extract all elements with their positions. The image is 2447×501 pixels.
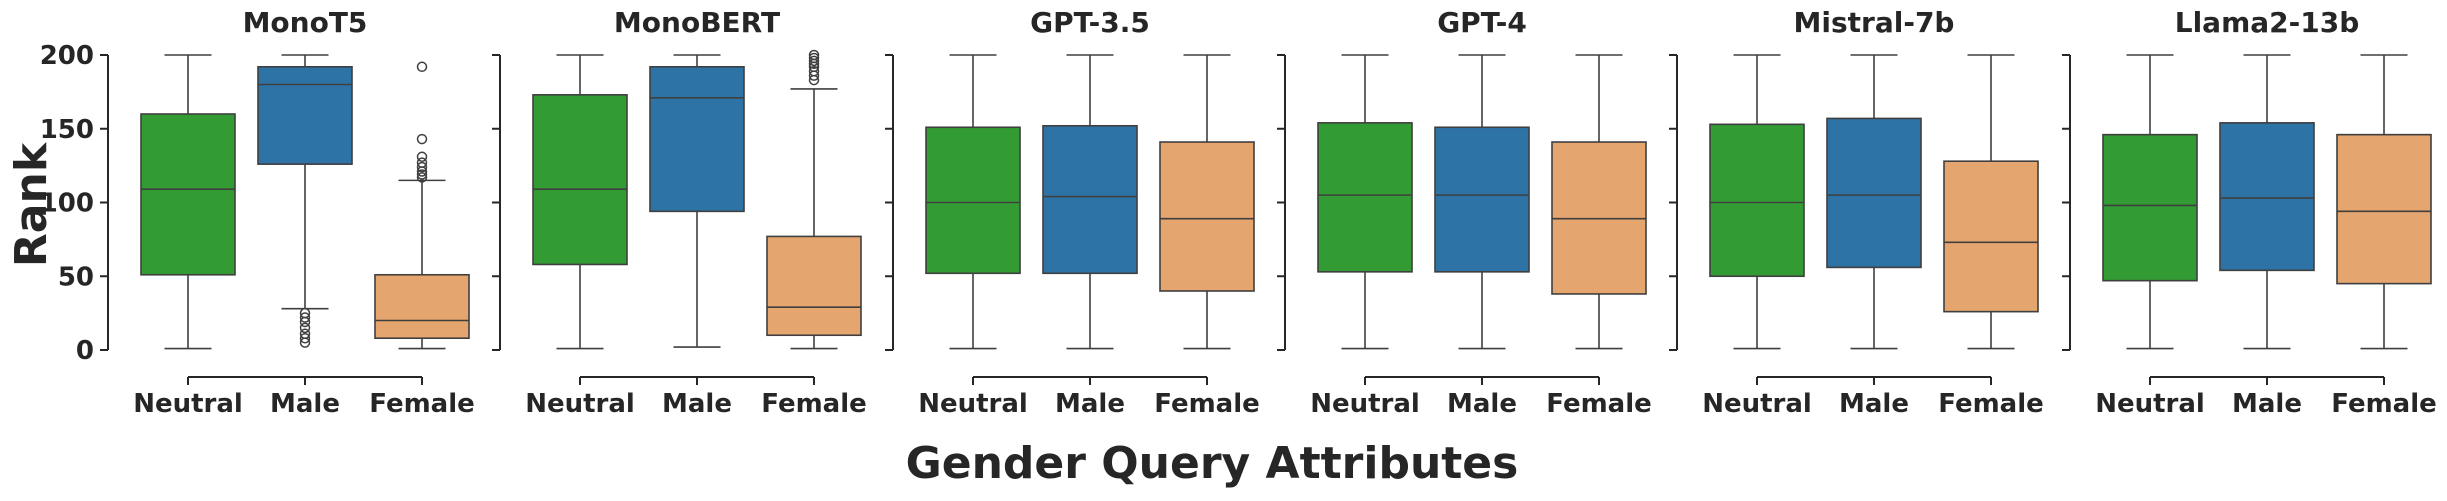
y-tick-label-1: 50 (58, 262, 94, 292)
panel-title-0: MonoT5 (243, 6, 368, 39)
box-0-female-flier-1 (416, 169, 428, 180)
panel-title-2: GPT-3.5 (1030, 6, 1150, 39)
box-4-male-iqr (1826, 117, 1922, 269)
box-0-male-flier-2 (299, 328, 311, 340)
x-tick-label-2-2: Female (1154, 389, 1260, 419)
box-0-male-flier-6 (299, 307, 311, 319)
box-4-female-iqr (1943, 160, 2039, 313)
panel-title-3: GPT-4 (1437, 6, 1527, 39)
y-tick-label-0: 0 (76, 336, 94, 366)
box-1-female-flier-2 (808, 65, 820, 77)
box-1-neutral-iqr (532, 94, 628, 266)
box-0-male-flier-1 (299, 332, 311, 344)
box-0-female-flier-0 (416, 172, 428, 183)
box-1-female-iqr (766, 235, 862, 337)
x-tick-label-1-1: Male (662, 389, 732, 419)
box-0-female-flier-3 (416, 161, 428, 173)
x-tick-label-2-1: Male (1055, 389, 1125, 419)
box-2-male-iqr (1042, 125, 1138, 275)
y-tick-label-3: 150 (40, 115, 94, 145)
x-tick-label-0-0: Neutral (133, 389, 243, 419)
box-3-male-iqr (1434, 126, 1530, 273)
box-4-neutral-iqr (1709, 123, 1805, 278)
panel-title-5: Llama2-13b (2175, 6, 2360, 39)
box-0-female-flier-6 (416, 133, 428, 145)
x-tick-label-4-2: Female (1938, 389, 2044, 419)
box-2-neutral-iqr (925, 126, 1021, 275)
y-tick-label-4: 200 (40, 41, 94, 71)
box-2-female-iqr (1159, 141, 1255, 292)
x-tick-label-0-1: Male (270, 389, 340, 419)
x-tick-label-3-1: Male (1447, 389, 1517, 419)
box-0-female-flier-4 (416, 157, 428, 168)
box-5-male-iqr (2219, 122, 2315, 272)
x-tick-label-2-0: Neutral (918, 389, 1028, 419)
box-0-female-flier-7 (416, 61, 428, 73)
x-tick-label-1-2: Female (761, 389, 867, 419)
box-5-neutral-iqr (2102, 133, 2198, 282)
y-axis-label: Rank (6, 141, 57, 267)
x-tick-label-1-0: Neutral (525, 389, 635, 419)
box-0-male-flier-5 (299, 312, 311, 323)
box-5-female-iqr (2336, 133, 2432, 285)
x-tick-label-3-2: Female (1546, 389, 1652, 419)
x-axis-label: Gender Query Attributes (906, 438, 1519, 489)
box-0-female-flier-5 (416, 151, 428, 163)
x-tick-label-0-2: Female (369, 389, 475, 419)
box-0-male-flier-3 (299, 322, 311, 334)
box-1-female-flier-5 (808, 55, 820, 67)
box-0-male-iqr (257, 66, 353, 165)
box-0-neutral-iqr (140, 113, 236, 276)
x-tick-label-3-0: Neutral (1310, 389, 1420, 419)
box-1-female-flier-6 (808, 52, 820, 64)
x-tick-label-5-2: Female (2331, 389, 2437, 419)
x-tick-label-4-1: Male (1839, 389, 1909, 419)
box-1-male-iqr (649, 66, 745, 213)
x-tick-label-4-0: Neutral (1702, 389, 1812, 419)
panel-title-1: MonoBERT (614, 6, 780, 39)
box-1-female-flier-7 (808, 49, 820, 61)
x-tick-label-5-0: Neutral (2095, 389, 2205, 419)
x-tick-label-5-1: Male (2232, 389, 2302, 419)
panel-title-4: Mistral-7b (1794, 6, 1955, 39)
box-0-female-iqr (374, 273, 470, 339)
box-3-neutral-iqr (1317, 122, 1413, 273)
y-tick-label-2: 100 (40, 189, 94, 219)
